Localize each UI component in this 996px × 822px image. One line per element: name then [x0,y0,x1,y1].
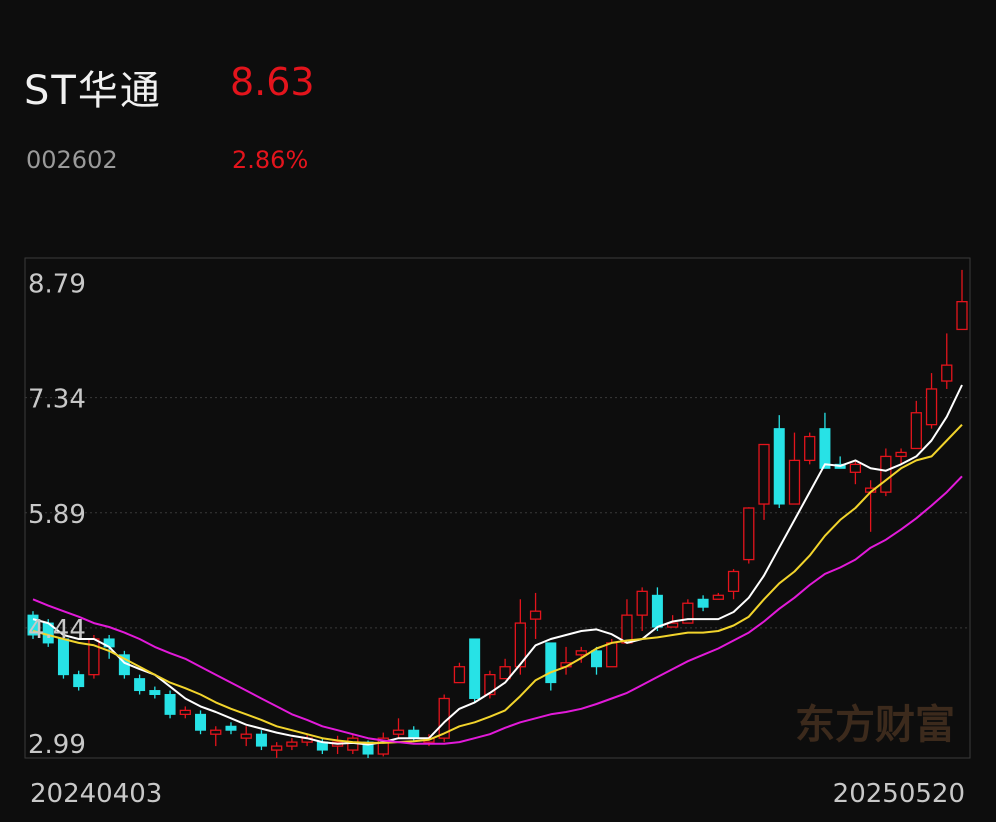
stock-price: 8.63 [230,60,315,104]
ma-line-ma20 [32,475,963,745]
candle-body-up [377,737,389,755]
y-tick-label: 7.34 [28,385,86,415]
candle-body-up [529,610,542,620]
candle-body-up [453,666,466,684]
y-tick-label: 5.89 [28,500,86,530]
candle-body-up [804,435,816,462]
candle-body-up [499,666,511,680]
candle-body-down [149,690,161,696]
stock-code: 002602 [26,146,118,174]
ma-line-ma5 [32,384,963,746]
candle-body-down [134,678,146,692]
ma-line-ma10 [32,424,963,744]
candle-body-up [941,364,953,382]
watermark-text: 东方财富 [795,702,955,748]
candle-body-down [469,638,481,699]
candle-body-up [956,301,968,331]
candle-body-up [849,463,862,473]
y-tick-label: 4.44 [28,615,86,645]
candle-body-down [819,428,831,469]
candle-body-up [666,622,679,628]
stock-change-pct: 2.86% [232,146,309,174]
candle-body-up [758,443,770,505]
candle-body-up [636,590,648,616]
candle-body-up [392,729,405,735]
candle-body-up [788,459,801,505]
candle-body-up [712,594,724,600]
candle-body-down [697,598,709,608]
candle-body-down [408,729,420,739]
candle-body-down [195,713,207,731]
x-start-label: 20240403 [30,779,162,809]
candle-body-up [880,455,892,493]
candle-body-down [545,642,557,684]
candle-body-down [225,725,237,731]
candle-body-up [743,507,755,561]
candle-body-up [606,642,618,668]
candle-body-up [271,745,283,751]
candle-body-up [179,709,191,715]
candle-body-up [575,650,587,656]
candle-body-up [621,614,633,644]
y-tick-label: 2.99 [28,730,86,760]
candle-body-down [773,428,785,505]
candle-body-up [514,622,526,668]
candle-body-up [484,674,496,696]
candle-body-up [210,729,222,735]
candle-body-up [910,412,922,450]
candle-body-down [255,733,267,747]
candle-body-up [727,570,740,592]
candle-body-up [925,388,938,426]
y-tick-label: 8.79 [28,270,86,300]
x-end-label: 20250520 [833,779,965,809]
plot-frame [24,257,971,759]
candle-body-up [240,733,252,739]
candle-body-down [73,674,85,688]
candle-body-down [164,694,176,715]
candle-body-up [682,602,694,624]
candle-body-down [651,594,663,628]
candle-body-down [590,650,602,668]
candle-body-up [286,741,298,747]
candle-body-up [895,451,907,458]
stock-name: ST华通 [24,68,162,114]
candle-body-down [27,614,39,636]
